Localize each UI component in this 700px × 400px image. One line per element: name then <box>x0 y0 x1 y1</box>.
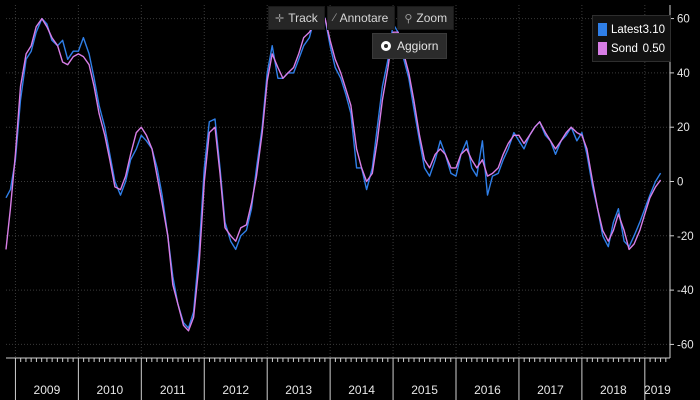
y-tick-label: 60 <box>677 14 690 26</box>
y-tick-label: 40 <box>677 68 690 80</box>
x-tick-label: 2018 <box>600 383 627 397</box>
x-tick-label: 2014 <box>348 383 375 397</box>
y-tick-label: 0 <box>677 177 683 189</box>
legend-name-latest: Latest <box>611 23 643 36</box>
y-tick-label: -40 <box>677 285 694 297</box>
legend-swatch-sond <box>598 42 607 55</box>
series-line-sond <box>5 12 662 332</box>
annotate-label: Annotare <box>339 11 389 25</box>
x-tick-label: 2015 <box>411 383 438 397</box>
magnifier-icon: ⚲ <box>404 12 413 25</box>
legend-swatch-latest <box>598 23 607 36</box>
legend-value-sond: 0.50 <box>642 42 665 55</box>
y-tick-label: 20 <box>677 122 690 134</box>
annotate-button[interactable]: ∕ Annotare <box>326 6 396 30</box>
crosshair-icon: ✛ <box>275 12 285 25</box>
zoom-label: Zoom <box>416 11 448 25</box>
zoom-button[interactable]: ⚲ Zoom <box>397 6 455 30</box>
legend-item-latest[interactable]: Latest 3.10 <box>598 20 665 39</box>
refresh-button[interactable]: Aggiorn <box>372 33 448 59</box>
x-tick-label: 2009 <box>34 383 61 397</box>
x-tick-label: 2013 <box>285 383 312 397</box>
refresh-circle-icon <box>381 41 391 51</box>
pencil-icon: ∕ <box>333 12 336 24</box>
track-label: Track <box>288 11 318 25</box>
x-tick-label: 2016 <box>474 383 501 397</box>
chart-toolbar: ✛ Track ∕ Annotare ⚲ Zoom <box>268 6 455 30</box>
y-tick-label: -60 <box>677 339 694 351</box>
legend-name-sond: Sond <box>611 42 638 55</box>
legend-value-latest: 3.10 <box>642 23 665 36</box>
legend-item-sond[interactable]: Sond 0.50 <box>598 39 665 58</box>
x-tick-label: 2011 <box>160 383 186 397</box>
x-tick-label: 2010 <box>96 383 123 397</box>
series-line-latest <box>5 7 662 329</box>
track-button[interactable]: ✛ Track <box>268 6 325 30</box>
y-tick-label: -20 <box>677 231 694 243</box>
refresh-label: Aggiorn <box>397 39 439 53</box>
x-tick-label: 2012 <box>222 383 249 397</box>
chart-legend: Latest 3.10 Sond 0.50 <box>592 15 671 62</box>
x-tick-label: 2017 <box>537 383 564 397</box>
x-tick-label: 2019 <box>644 383 671 397</box>
